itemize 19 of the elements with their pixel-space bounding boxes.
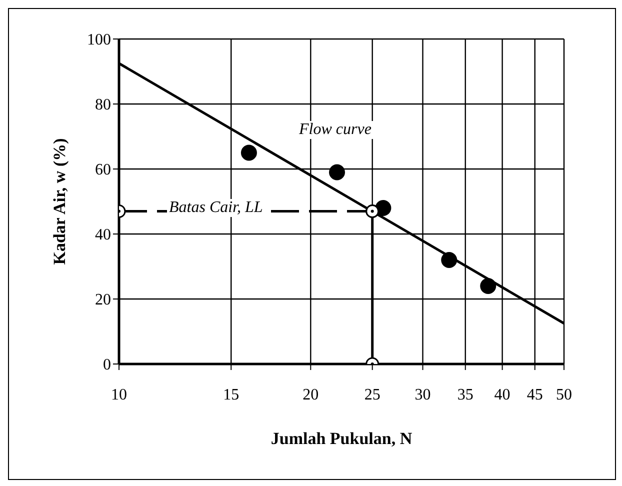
- y-tick-label: 0: [103, 356, 111, 374]
- x-tick-label: 20: [302, 386, 319, 404]
- y-tick-label: 40: [95, 226, 111, 244]
- x-tick-label: 30: [414, 386, 431, 404]
- x-tick-label: 50: [556, 386, 572, 404]
- y-tick-label: 100: [87, 32, 111, 49]
- x-tick-label: 15: [223, 386, 240, 404]
- x-axis-title: Jumlah Pukulan, N: [270, 429, 413, 448]
- y-tick-label: 20: [95, 292, 111, 309]
- annotation: Batas Cair, LL: [167, 199, 265, 217]
- x-tick-label: 40: [494, 386, 510, 404]
- x-tick-label: 45: [526, 386, 543, 404]
- y-tick-label: 60: [95, 162, 111, 179]
- x-tick-label: 10: [111, 386, 127, 404]
- annotation: Flow curve: [297, 121, 374, 139]
- x-tick-label: 25: [364, 386, 380, 404]
- y-axis-title: Kadar Air, w (%): [50, 138, 70, 265]
- x-tick-label: 35: [457, 386, 474, 404]
- y-tick-label: 80: [95, 96, 111, 114]
